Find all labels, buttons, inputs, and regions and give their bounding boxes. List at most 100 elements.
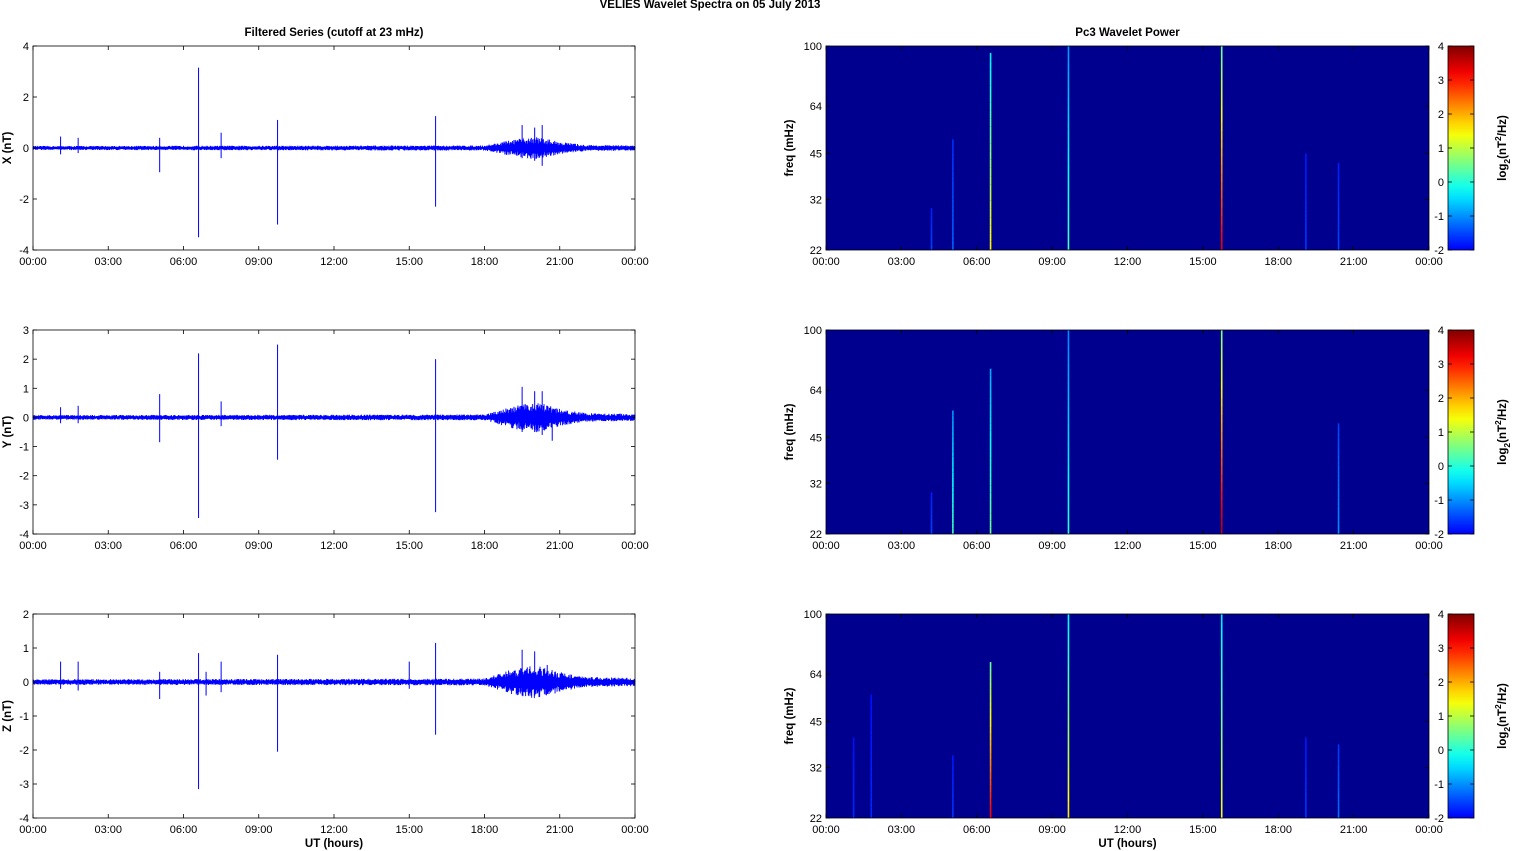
power-streak [1067,389,1070,398]
power-streak [1337,427,1340,433]
power-streak [989,720,992,728]
power-streak [1337,501,1340,507]
power-streak [952,245,954,250]
power-streak [1337,492,1340,498]
power-streak [852,814,855,818]
power-streak [1337,506,1340,511]
power-streak [952,768,954,772]
colorbar-label-part: (nT [1497,425,1509,443]
power-streak [1220,525,1223,534]
x-tick-label: 12:00 [1114,540,1142,552]
power-streak [930,218,933,221]
power-streak [852,774,855,778]
power-streak [952,148,954,154]
power-streak [952,789,954,792]
power-streak [989,662,992,669]
power-streak [989,492,992,500]
power-streak [952,199,954,204]
power-streak [1220,398,1223,407]
power-streak [1220,114,1223,123]
power-streak [1067,406,1070,415]
power-streak [1220,457,1223,466]
x-tick-label: 03:00 [888,824,916,836]
colorbar-tick-label: -1 [1434,211,1444,223]
spectrum-background [826,46,1429,250]
power-streak [952,431,954,437]
power-streak [852,781,855,785]
power-streak [1067,216,1070,225]
power-streak [870,781,873,788]
power-streak [989,233,992,242]
y-tick-label: -2 [19,194,29,206]
power-streak [1337,796,1340,800]
power-streak [1220,88,1223,97]
power-streak [930,225,933,228]
power-streak [1337,199,1340,203]
power-streak [989,766,992,773]
power-streak [1067,122,1070,131]
y-tick-label: 64 [810,669,822,681]
power-streak [1305,225,1307,230]
power-streak [1337,529,1340,534]
power-streak [1220,80,1223,89]
power-streak [870,807,873,813]
power-streak [952,804,954,808]
power-streak [1220,423,1223,432]
power-streak [1337,750,1340,754]
power-streak [1305,165,1307,170]
power-streak [952,441,954,447]
power-streak [1305,774,1307,778]
power-streak [952,778,954,782]
colorbar-label-part: 2 [1493,136,1503,141]
spectrum-background [826,614,1429,818]
power-streak [1305,760,1307,765]
x-tick-label: 00:00 [621,256,649,268]
power-streak [1220,639,1223,648]
power-streak [1337,217,1340,221]
power-streak [1305,213,1307,218]
power-streak [989,396,992,404]
power-streak [952,213,954,218]
power-streak [930,215,933,217]
power-streak [1220,338,1223,347]
power-streak [930,246,933,249]
power-streak [1220,673,1223,682]
y-tick-label: -4 [19,813,29,825]
power-streak [989,485,992,493]
power-streak [930,502,933,505]
y-tick-label: 1 [23,383,29,395]
x-tick-label: 00:00 [19,540,47,552]
y-tick-label: 1 [23,643,29,655]
power-streak [1337,762,1340,766]
y-tick-label: 100 [804,609,822,621]
power-streak [1337,478,1340,484]
power-streak [1305,233,1307,238]
x-tick-label: 00:00 [19,256,47,268]
power-streak [1305,797,1307,802]
power-streak [852,797,855,802]
power-streak [989,192,992,201]
x-tick-label: 12:00 [320,824,348,836]
power-streak [989,208,992,218]
power-streak [930,248,933,250]
power-streak [1337,224,1340,229]
power-streak [989,430,992,438]
power-streak [1067,338,1070,347]
power-streak [1067,80,1070,89]
power-streak [870,745,873,752]
power-streak [989,126,992,136]
power-streak [1067,792,1070,801]
power-streak [1067,46,1070,55]
power-streak [1305,169,1307,174]
colorbar-tick-label: 2 [1438,677,1444,689]
power-streak [952,794,954,798]
power-streak [1220,389,1223,398]
power-streak [952,222,954,227]
power-streak [1337,793,1340,797]
power-streak [1337,177,1340,182]
power-streak [930,229,933,231]
power-streak [989,759,992,767]
power-streak [989,52,992,62]
power-streak [930,241,933,244]
power-streak [1220,241,1223,250]
